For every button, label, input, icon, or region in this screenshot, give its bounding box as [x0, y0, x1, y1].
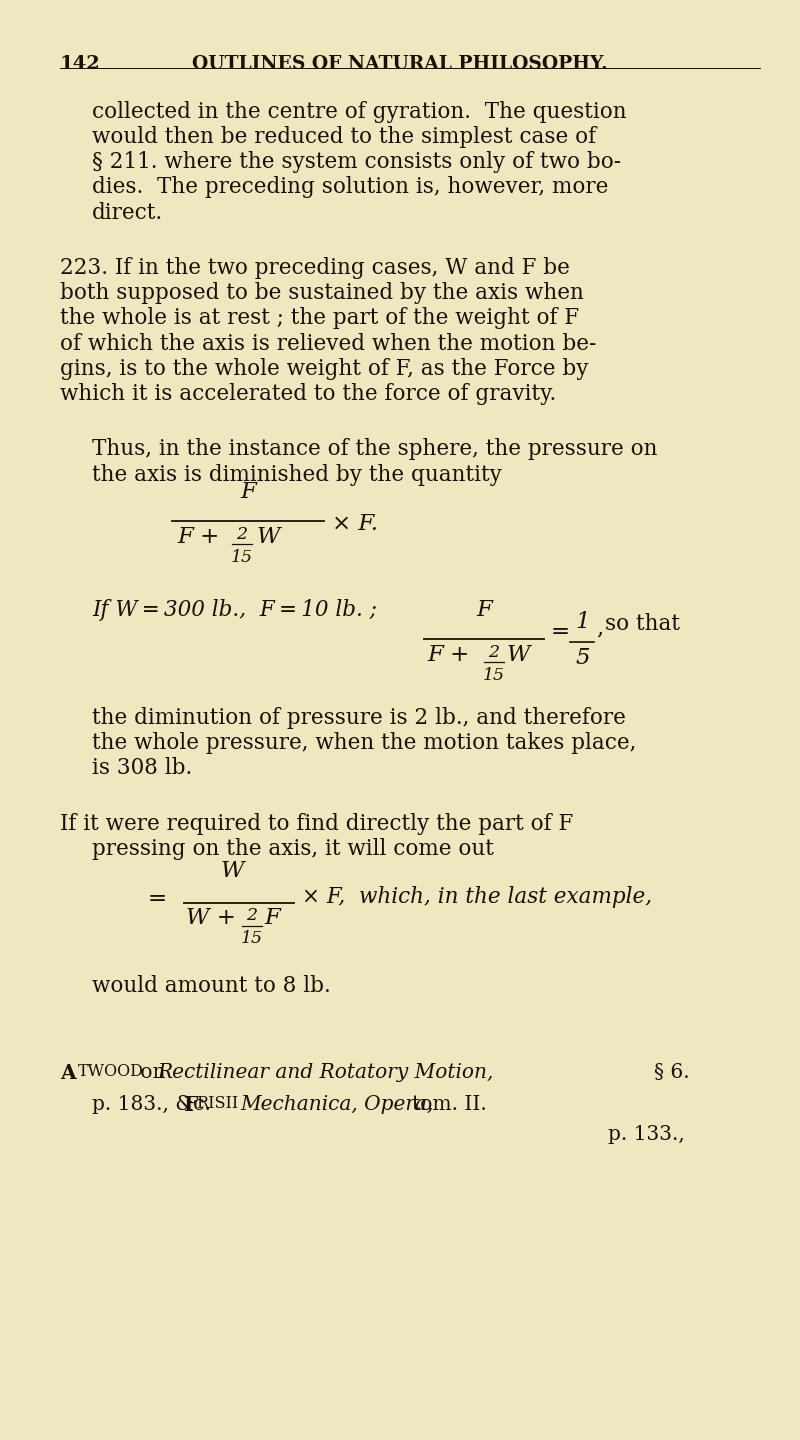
Text: Thus, in the instance of the sphere, the pressure on: Thus, in the instance of the sphere, the… — [92, 438, 658, 461]
Text: 223. If in the two preceding cases, W and F be: 223. If in the two preceding cases, W an… — [60, 256, 570, 279]
Text: 15: 15 — [482, 667, 505, 684]
Text: W: W — [220, 860, 244, 881]
Text: If W = 300 lb.,  F = 10 lb. ;: If W = 300 lb., F = 10 lb. ; — [92, 599, 377, 621]
Text: W: W — [256, 526, 279, 547]
Text: × F.: × F. — [332, 513, 378, 534]
Text: A: A — [60, 1063, 76, 1083]
Text: tom. II.: tom. II. — [412, 1096, 486, 1115]
Text: both supposed to be sustained by the axis when: both supposed to be sustained by the axi… — [60, 282, 584, 304]
Text: the whole is at rest ; the part of the weight of F: the whole is at rest ; the part of the w… — [60, 308, 579, 330]
Text: F: F — [476, 599, 492, 621]
Text: RISII: RISII — [196, 1096, 238, 1113]
Text: TWOOD: TWOOD — [78, 1063, 143, 1080]
Text: p. 133.,: p. 133., — [608, 1125, 685, 1143]
Text: gins, is to the whole weight of F, as the Force by: gins, is to the whole weight of F, as th… — [60, 357, 589, 380]
Text: F +: F + — [178, 526, 220, 547]
Text: collected in the centre of gyration.  The question: collected in the centre of gyration. The… — [92, 101, 626, 122]
Text: the diminution of pressure is 2 lb., and therefore: the diminution of pressure is 2 lb., and… — [92, 707, 626, 729]
Text: 142: 142 — [60, 55, 101, 72]
Text: which it is accelerated to the force of gravity.: which it is accelerated to the force of … — [60, 383, 556, 405]
Text: F: F — [240, 481, 256, 503]
Text: would then be reduced to the simplest case of: would then be reduced to the simplest ca… — [92, 125, 596, 148]
Text: 15: 15 — [230, 549, 253, 566]
Text: W: W — [506, 644, 530, 665]
Text: 15: 15 — [241, 930, 263, 948]
Text: ,: , — [596, 618, 603, 639]
Text: the whole pressure, when the motion takes place,: the whole pressure, when the motion take… — [92, 732, 636, 755]
Text: is 308 lb.: is 308 lb. — [92, 757, 192, 779]
Text: × F,  which, in the last example,: × F, which, in the last example, — [302, 886, 653, 907]
Text: the axis is diminished by the quantity: the axis is diminished by the quantity — [92, 464, 502, 485]
Text: F +: F + — [427, 644, 470, 665]
Text: =: = — [148, 888, 167, 910]
Text: F: F — [264, 907, 280, 929]
Text: 2: 2 — [246, 907, 258, 924]
Text: § 6.: § 6. — [654, 1063, 690, 1081]
Text: Mechanica, Opera,: Mechanica, Opera, — [240, 1096, 434, 1115]
Text: so that: so that — [605, 613, 680, 635]
Text: on: on — [134, 1063, 171, 1081]
Text: Rectilinear and Rotatory Motion,: Rectilinear and Rotatory Motion, — [158, 1063, 494, 1081]
Text: of which the axis is relieved when the motion be-: of which the axis is relieved when the m… — [60, 333, 596, 354]
Text: p. 183., &c.: p. 183., &c. — [92, 1096, 224, 1115]
Text: 1: 1 — [575, 611, 590, 632]
Text: =: = — [550, 621, 570, 642]
Text: dies.  The preceding solution is, however, more: dies. The preceding solution is, however… — [92, 176, 608, 199]
Text: 5: 5 — [575, 647, 590, 668]
Text: would amount to 8 lb.: would amount to 8 lb. — [92, 975, 330, 996]
Text: F: F — [184, 1096, 198, 1116]
Text: § 211. where the system consists only of two bo-: § 211. where the system consists only of… — [92, 151, 621, 173]
Text: 2: 2 — [488, 644, 499, 661]
Text: If it were required to find directly the part of F: If it were required to find directly the… — [60, 812, 574, 835]
Text: W +: W + — [186, 907, 236, 929]
Text: direct.: direct. — [92, 202, 163, 223]
Text: 2: 2 — [236, 526, 247, 543]
Text: OUTLINES OF NATURAL PHILOSOPHY.: OUTLINES OF NATURAL PHILOSOPHY. — [192, 55, 608, 72]
Text: pressing on the axis, it will come out: pressing on the axis, it will come out — [92, 838, 494, 860]
